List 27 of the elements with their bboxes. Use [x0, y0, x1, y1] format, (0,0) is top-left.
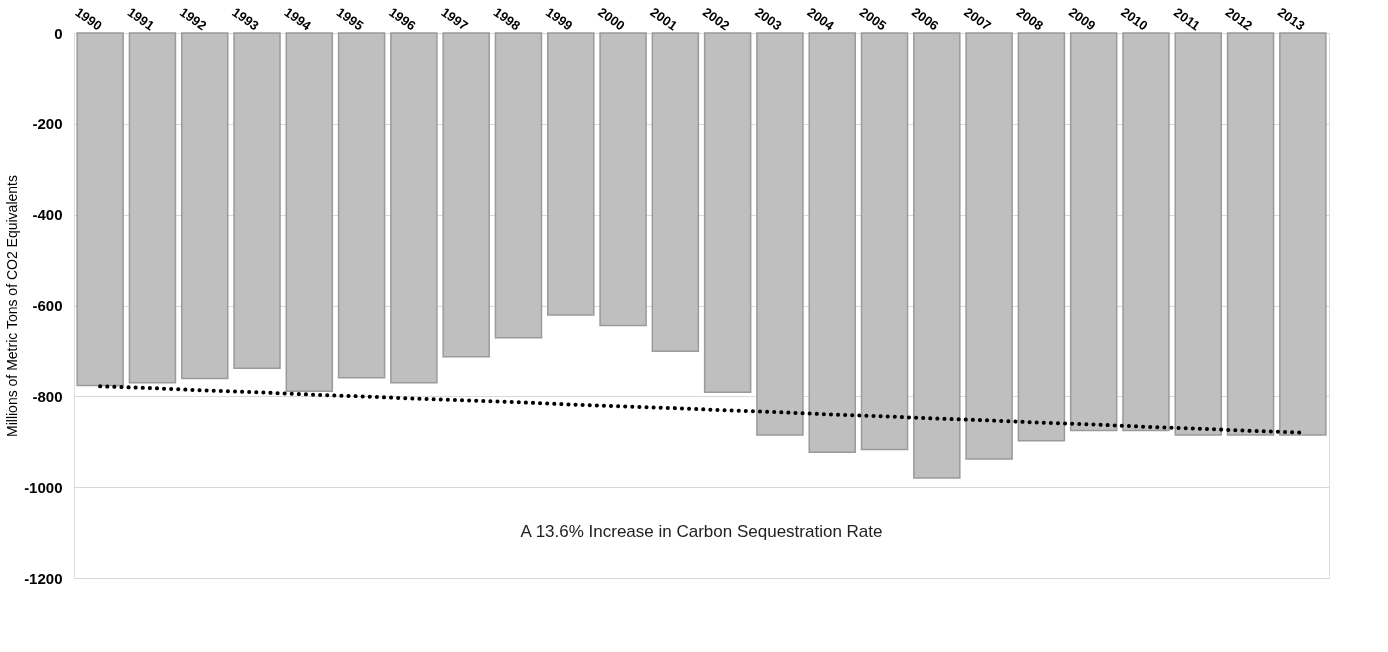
- y-tick-label: 0: [54, 24, 63, 42]
- annotation: A 13.6% Increase in Carbon Sequestration Rate: [520, 521, 883, 541]
- x-tick-label: 1995: [333, 4, 367, 34]
- x-tick-label: 1997: [438, 4, 471, 34]
- x-tick-label: 2007: [961, 4, 994, 34]
- x-tick-label: 2004: [804, 4, 838, 34]
- y-tick-label: -1200: [24, 569, 63, 587]
- x-tick-label: 1996: [386, 4, 419, 34]
- y-axis-title: Millions of Metric Tons of CO2 Equivalents: [4, 175, 21, 437]
- x-tick-label: 2009: [1065, 4, 1099, 34]
- x-tick-label: 1998: [490, 4, 524, 34]
- y-tick-label: -1000: [24, 478, 63, 496]
- x-tick-label: 2005: [856, 4, 890, 34]
- y-tick-label: -200: [32, 115, 63, 133]
- x-tick-label: 1994: [281, 4, 315, 34]
- x-tick-label: 2000: [595, 4, 628, 34]
- x-tick-label: 2003: [752, 4, 785, 34]
- x-tick-label: 1990: [72, 4, 105, 34]
- y-tick-label: -800: [32, 387, 63, 405]
- x-tick-label: 1999: [543, 4, 576, 34]
- x-tick-label: 2013: [1275, 4, 1308, 34]
- x-tick-label: 2006: [909, 4, 942, 34]
- y-tick-label: -600: [32, 297, 63, 314]
- x-tick-label: 2008: [1013, 4, 1046, 34]
- y-tick-label: -400: [32, 206, 63, 224]
- x-tick-label: 2010: [1118, 4, 1151, 34]
- x-tick-label: 1993: [229, 4, 262, 34]
